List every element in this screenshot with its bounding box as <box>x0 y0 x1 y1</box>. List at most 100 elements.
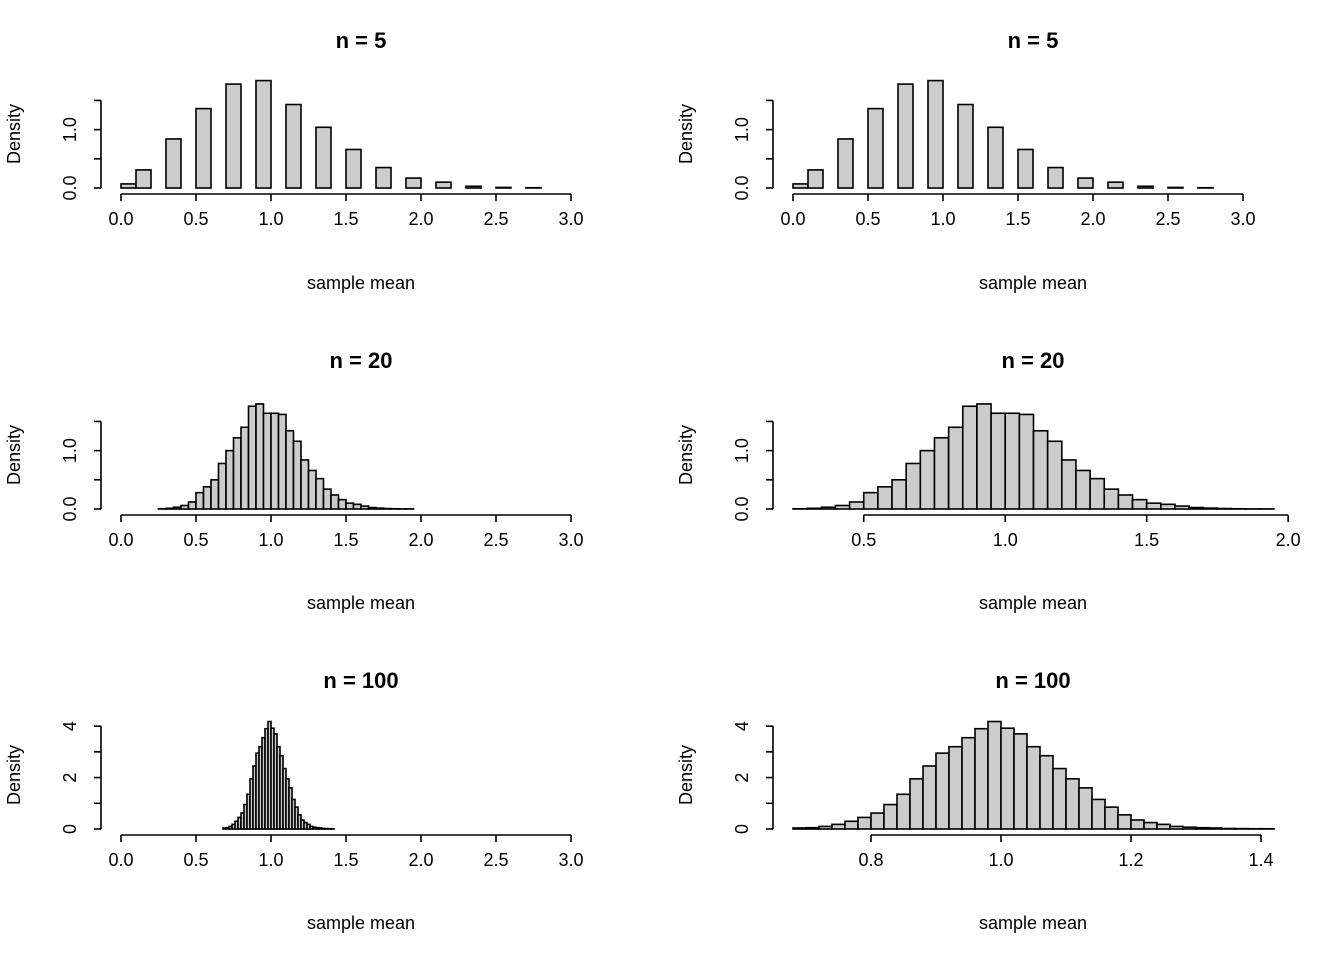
histogram-bar <box>367 506 377 510</box>
histogram-bars <box>792 403 1275 510</box>
histogram-bar <box>806 507 823 510</box>
histogram-bar <box>919 449 936 510</box>
y-tick-label: 0.0 <box>732 496 752 521</box>
histogram-bar <box>957 103 974 189</box>
histogram-bar <box>1131 498 1148 510</box>
x-tick-label: 2.5 <box>483 850 508 870</box>
x-tick-label: 2.0 <box>408 209 433 229</box>
histogram-bar <box>1039 754 1054 830</box>
histogram-bar <box>1018 413 1035 510</box>
histogram-bar <box>1104 806 1119 830</box>
histogram-bar <box>217 462 227 510</box>
x-tick-label: 3.0 <box>558 530 583 550</box>
x-tick-label: 1.2 <box>1118 850 1143 870</box>
x-tick-label: 3.0 <box>1230 209 1255 229</box>
histogram-panel-4: n = 20 0.5 1.0 1.5 2.0 sample mean 0.0 1.0 Densi… <box>676 348 1301 613</box>
histogram-bar <box>1052 767 1067 830</box>
histogram-panel-5: n = 100 0.0 0.5 1.0 1.5 2.0 2.5 3.0 sample mean 0… <box>4 668 584 933</box>
histogram-bar <box>792 827 807 830</box>
histogram-bar <box>277 413 287 510</box>
panel-title: n = 20 <box>1002 348 1065 373</box>
histogram-bar <box>322 488 332 510</box>
x-axis-label: sample mean <box>307 913 415 933</box>
y-tick-label: 0.0 <box>732 175 752 200</box>
x-tick-label: 0.5 <box>855 209 880 229</box>
histogram-bar <box>1103 488 1120 510</box>
histogram-bar <box>337 498 347 510</box>
histogram-bar <box>187 501 197 510</box>
histogram-bar <box>897 83 914 189</box>
y-tick-label: 2 <box>732 773 752 783</box>
y-tick-label: 2 <box>60 773 80 783</box>
x-tick-label: 0.8 <box>858 850 883 870</box>
histogram-bar <box>405 177 422 189</box>
x-tick-label: 0.5 <box>183 209 208 229</box>
histogram-bar <box>857 816 872 830</box>
histogram-bar <box>1089 477 1106 510</box>
y-axis-label: Density <box>676 745 696 805</box>
x-tick-label: 1.5 <box>333 530 358 550</box>
histogram-bar <box>1202 507 1219 510</box>
x-tick-label: 0.0 <box>108 209 133 229</box>
histogram-bar <box>285 103 302 189</box>
histogram-bar <box>375 507 385 510</box>
x-tick-label: 1.0 <box>258 530 283 550</box>
y-axis-label: Density <box>4 425 24 485</box>
histogram-bar <box>990 412 1007 510</box>
histogram-bar <box>195 107 212 189</box>
histogram-bar <box>974 727 989 830</box>
y-tick-label: 1.0 <box>60 117 80 142</box>
y-tick-label: 4 <box>60 721 80 731</box>
x-tick-label: 0.5 <box>851 530 876 550</box>
y-tick-label: 1.0 <box>60 438 80 463</box>
histogram-panel-1: n = 5 0.0 0.5 1.0 1.5 2.0 2.5 3.0 sample mean 0.0… <box>4 28 584 293</box>
histogram-bar <box>1032 429 1049 510</box>
y-tick-label: 0 <box>60 824 80 834</box>
histogram-bars <box>792 720 1275 830</box>
histogram-bar <box>465 185 482 189</box>
histogram-bar <box>360 505 370 510</box>
histogram-bar <box>180 504 190 510</box>
histogram-bar <box>1156 823 1171 830</box>
x-axis-label: sample mean <box>979 913 1087 933</box>
x-tick-label: 0.0 <box>780 209 805 229</box>
histogram-bar <box>862 491 879 510</box>
histogram-bar <box>330 494 340 510</box>
x-axis-label: sample mean <box>979 273 1087 293</box>
x-axis-label: sample mean <box>979 593 1087 613</box>
histogram-bars <box>120 79 542 189</box>
histogram-bar <box>1000 727 1015 830</box>
histogram-bar <box>1174 505 1190 510</box>
y-tick-label: 4 <box>732 721 752 731</box>
histogram-bar <box>947 426 964 510</box>
histogram-bar <box>270 412 280 510</box>
histogram-bar <box>933 436 950 510</box>
y-axis-label: Density <box>4 745 24 805</box>
histogram-bar <box>834 504 851 510</box>
x-tick-label: 1.4 <box>1248 850 1273 870</box>
histogram-bar <box>165 507 175 510</box>
x-tick-label: 2.0 <box>1080 209 1105 229</box>
histogram-bar <box>1117 494 1134 510</box>
histogram-bars <box>792 79 1214 189</box>
histogram-bar <box>870 812 885 830</box>
x-tick-label: 1.5 <box>1134 530 1159 550</box>
panel-title: n = 100 <box>323 668 398 693</box>
histogram-bar <box>1221 827 1236 830</box>
histogram-bar <box>987 126 1004 189</box>
histogram-bar <box>922 765 937 830</box>
histogram-bar <box>240 426 250 510</box>
histogram-bar <box>1208 827 1223 830</box>
histogram-bars <box>222 720 335 830</box>
y-tick-label: 1.0 <box>732 438 752 463</box>
histogram-bar <box>307 469 317 510</box>
x-axis-label: sample mean <box>307 273 415 293</box>
histogram-bar <box>300 459 310 510</box>
panel-title: n = 100 <box>995 668 1070 693</box>
panel-title: n = 5 <box>336 28 387 53</box>
histogram-bar <box>844 820 859 830</box>
histogram-bar <box>820 506 837 510</box>
histogram-bar <box>848 501 865 510</box>
histogram-bar <box>1137 185 1154 189</box>
